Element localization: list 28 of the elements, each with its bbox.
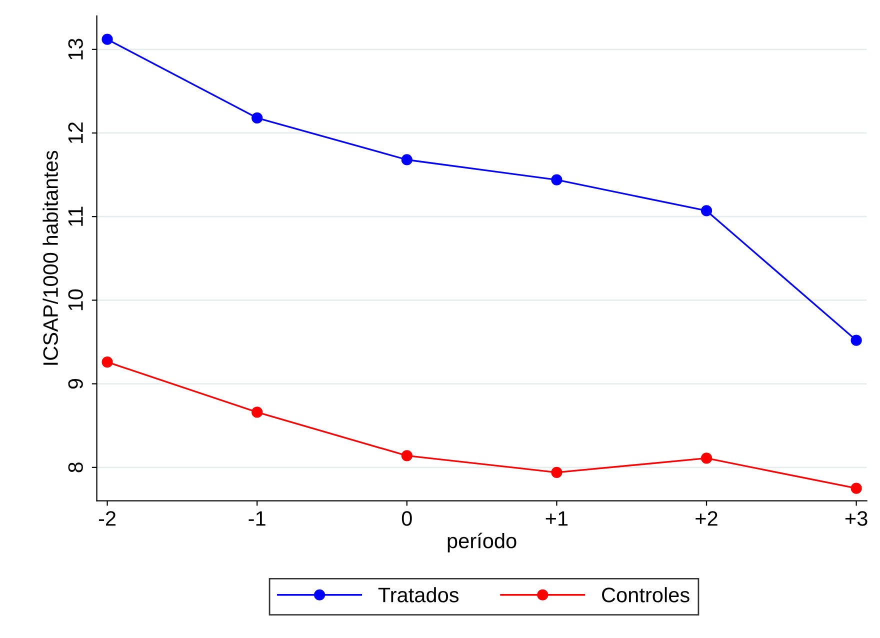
point: [551, 466, 562, 478]
x-tick-label: +1: [546, 511, 568, 526]
y-axis-title: ICSAP/1000 habitantes: [42, 150, 58, 365]
y-tick-label: 13: [68, 38, 83, 60]
point: [252, 112, 263, 124]
legend-label: Controles: [602, 587, 690, 602]
point: [252, 406, 263, 418]
y-tick-label: 12: [68, 122, 83, 143]
point: [551, 174, 562, 186]
legend-label: Tratados: [378, 587, 459, 602]
x-tick-label: 0: [402, 511, 412, 526]
x-tick-label: +3: [845, 511, 868, 526]
x-tick-label: -1: [248, 511, 266, 526]
y-tick-label: 9: [68, 378, 83, 389]
y-tick-label: 10: [68, 289, 83, 310]
x-tick-label: +2: [696, 511, 718, 526]
point: [102, 34, 113, 45]
x-tick-label: -2: [98, 511, 116, 526]
point: [401, 154, 412, 166]
point: [700, 452, 712, 464]
point: [700, 205, 712, 216]
point: [850, 334, 862, 346]
y-tick-label: 8: [68, 462, 83, 472]
x-axis-title: período: [448, 532, 516, 552]
point: [102, 356, 113, 368]
point: [850, 482, 862, 494]
point: [401, 450, 412, 462]
y-tick-label: 11: [68, 206, 83, 226]
